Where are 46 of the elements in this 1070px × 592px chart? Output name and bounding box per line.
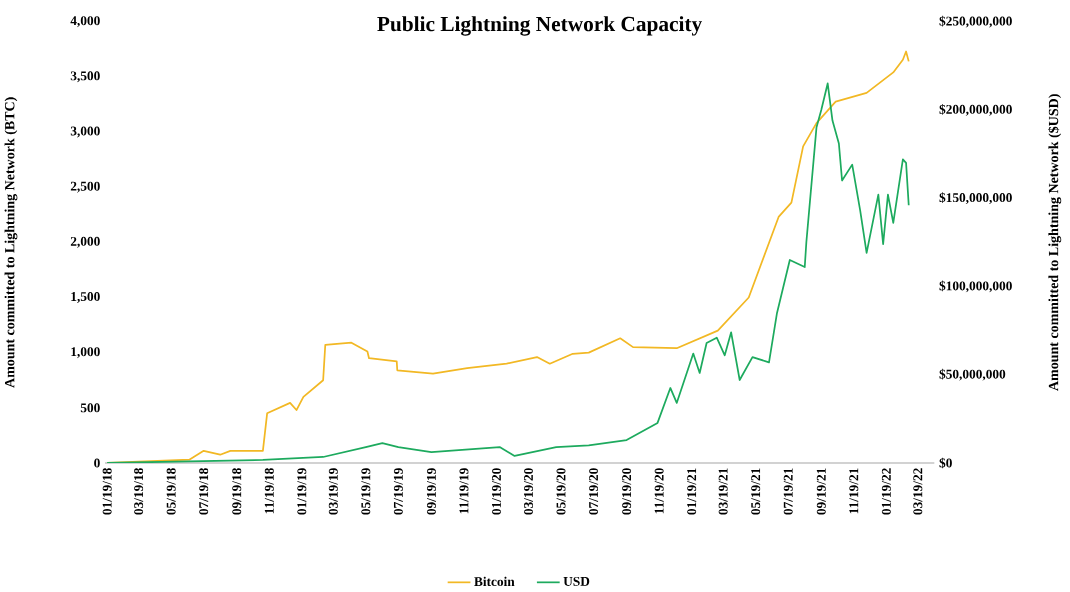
x-tick-label: 01/19/18 <box>102 468 112 515</box>
legend-label: USD <box>563 576 590 586</box>
y2-tick-label: $250,000,000 <box>939 15 1012 28</box>
x-tick-label: 01/19/21 <box>687 468 697 515</box>
y-tick-label: 3,500 <box>70 71 100 83</box>
y-tick-label: 1,000 <box>71 347 100 359</box>
x-tick-label: 03/19/20 <box>523 468 533 515</box>
x-tick-label: 03/19/22 <box>913 468 923 515</box>
y-axis-title: Amount committed to Lightning Network (BTC) <box>4 97 18 388</box>
y2-axis-title: Amount committed to Lightning Network ($USD) <box>1048 94 1062 391</box>
x-tick-label: 05/19/21 <box>751 468 761 515</box>
y2-tick-label: $150,000,000 <box>939 192 1012 205</box>
x-tick-label: 11/19/19 <box>459 468 469 514</box>
x-tick-label: 11/19/18 <box>264 468 274 514</box>
x-tick-label: 05/19/19 <box>361 468 371 515</box>
y2-tick-label: $0 <box>939 457 952 469</box>
y-tick-label: 500 <box>80 403 100 413</box>
y-tick-label: 2,000 <box>70 236 100 248</box>
x-tick-label: 11/19/21 <box>849 468 859 514</box>
y2-tick-label: $200,000,000 <box>939 104 1012 116</box>
x-tick-label: 09/19/21 <box>816 468 826 515</box>
y2-tick-label: $100,000,000 <box>939 280 1012 293</box>
x-tick-label: 01/19/22 <box>881 468 891 515</box>
x-tick-label: 09/19/19 <box>426 468 436 515</box>
y-tick-label: 3,000 <box>70 126 100 138</box>
x-tick-label: 07/19/21 <box>783 468 793 515</box>
x-tick-label: 05/19/18 <box>166 468 176 515</box>
x-tick-label: 01/19/20 <box>491 468 501 515</box>
chart-title: Public Lightning Network Capacity <box>377 16 703 36</box>
x-tick-label: 09/19/20 <box>622 468 632 515</box>
x-tick-label: 05/19/20 <box>556 468 566 515</box>
y-tick-label: 0 <box>94 458 100 468</box>
x-tick-label: 03/19/19 <box>328 468 338 515</box>
x-tick-label: 09/19/18 <box>232 468 242 515</box>
y-tick-label: 4,000 <box>70 16 100 28</box>
x-tick-label: 11/19/20 <box>654 468 664 514</box>
x-tick-label: 07/19/20 <box>589 468 599 515</box>
x-tick-label: 03/19/18 <box>134 468 144 515</box>
y-tick-label: 1,500 <box>71 292 100 303</box>
y2-tick-label: $50,000,000 <box>939 368 1006 381</box>
x-tick-label: 03/19/21 <box>718 468 728 515</box>
x-tick-label: 01/19/19 <box>297 468 307 515</box>
x-tick-label: 07/19/19 <box>393 468 403 515</box>
x-tick-label: 07/19/18 <box>199 468 209 515</box>
y-tick-label: 2,500 <box>70 181 100 193</box>
legend-label: Bitcoin <box>474 576 515 587</box>
